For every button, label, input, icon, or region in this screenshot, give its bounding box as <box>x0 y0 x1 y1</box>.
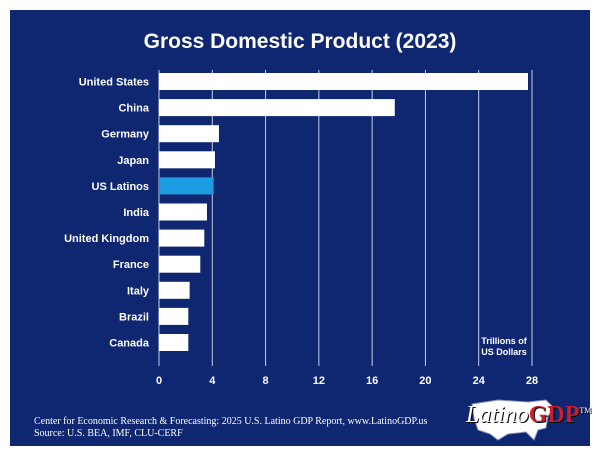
x-tick-label: 4 <box>209 375 216 387</box>
x-tick-label: 0 <box>156 375 162 387</box>
category-label: US Latinos <box>92 181 149 193</box>
bar-germany <box>159 125 219 143</box>
bar-chart: United States China Germany Japan US Latinos… <box>64 70 538 387</box>
x-tick-label: 8 <box>263 375 269 387</box>
category-label: France <box>113 259 149 271</box>
chart-title: Gross Domestic Product (2023) <box>143 30 457 53</box>
logo-text-accent: GDP <box>528 402 580 428</box>
x-tick-label: 12 <box>313 375 325 387</box>
category-label: China <box>118 103 149 115</box>
x-tick-label: 28 <box>526 375 538 387</box>
category-label: United Kingdom <box>64 233 149 245</box>
bar-italy <box>159 281 190 299</box>
unit-label-line-1: Trillions of <box>481 336 528 346</box>
category-label: Germany <box>101 129 150 141</box>
category-label: United States <box>79 77 149 89</box>
x-tick-label: 20 <box>419 375 431 387</box>
x-tick-label: 16 <box>366 375 378 387</box>
bar-france <box>159 255 201 273</box>
category-label: Canada <box>109 338 150 350</box>
unit-label-line-2: US Dollars <box>481 347 527 357</box>
bar-china <box>159 99 395 117</box>
bar-japan <box>159 151 215 169</box>
chart-panel: Gross Domestic Product (2023) United Sta… <box>10 10 591 446</box>
category-label: Japan <box>117 155 149 167</box>
category-label: Italy <box>127 285 150 297</box>
category-label: India <box>123 207 150 219</box>
logo-text-main: Latino <box>466 402 529 428</box>
logo-tm: TM <box>579 406 592 415</box>
latinogdp-logo: LatinoGDPTM <box>458 394 591 446</box>
bar-canada <box>159 334 189 351</box>
x-tick-label: 24 <box>473 375 486 387</box>
bar-united-states <box>159 73 529 90</box>
footer-notes: Center for Economic Research & Forecasti… <box>34 416 427 440</box>
category-label: Brazil <box>119 311 149 323</box>
bar-brazil <box>159 307 189 325</box>
footer-line-1: Center for Economic Research & Forecasti… <box>34 416 428 427</box>
footer-line-2: Source: U.S. BEA, IMF, CLU-CERF <box>34 428 183 439</box>
logo-text: LatinoGDPTM <box>466 402 591 429</box>
us-map-icon <box>471 399 555 441</box>
bar-united-kingdom <box>159 229 205 247</box>
bar-india <box>159 203 207 221</box>
bar-us-latinos <box>159 177 214 195</box>
